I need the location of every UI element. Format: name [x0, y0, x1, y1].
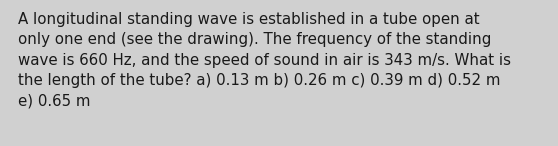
Text: A longitudinal standing wave is established in a tube open at
only one end (see : A longitudinal standing wave is establis…	[18, 12, 511, 109]
